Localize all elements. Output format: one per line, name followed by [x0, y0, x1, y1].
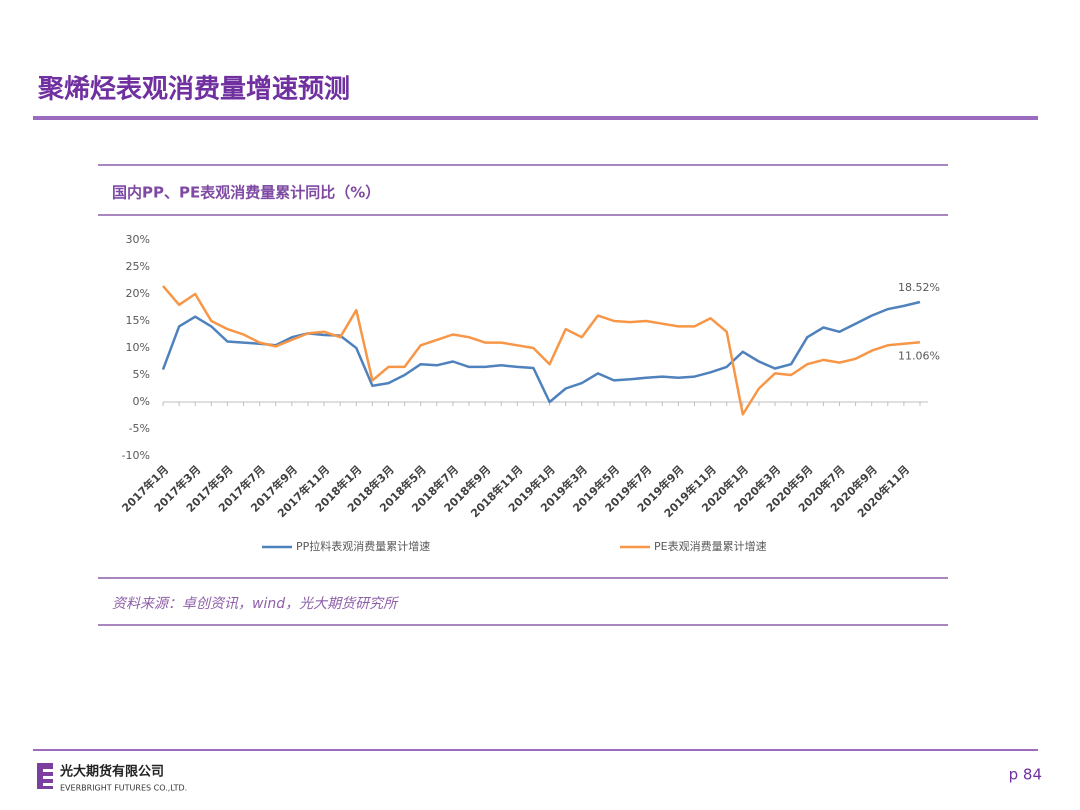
- legend-label: PE表观消费量累计增速: [654, 539, 767, 553]
- series-line: [162, 285, 921, 416]
- page-number: p 84: [1009, 766, 1042, 784]
- y-tick-label: 30%: [126, 233, 150, 246]
- y-tick-label: 20%: [126, 287, 150, 300]
- source-note: 资料来源：卓创资讯，wind，光大期货研究所: [112, 596, 399, 612]
- company-name: 光大期货有限公司: [59, 764, 164, 780]
- y-tick-label: 0%: [133, 395, 150, 408]
- y-tick-label: -5%: [129, 422, 150, 435]
- data-label: 11.06%: [898, 349, 940, 362]
- legend-label: PP拉料表观消费量累计增速: [296, 539, 430, 553]
- chart-title: 国内PP、PE表观消费量累计同比（%）: [112, 184, 380, 202]
- data-label: 18.52%: [898, 281, 940, 294]
- title-rule: [33, 116, 1038, 120]
- logo-mark: [43, 769, 53, 772]
- slide-title: 聚烯烃表观消费量增速预测: [37, 74, 350, 105]
- company-name-en: EVERBRIGHT FUTURES CO.,LTD.: [60, 784, 187, 793]
- y-tick-label: -10%: [122, 449, 150, 462]
- y-tick-label: 10%: [126, 341, 150, 354]
- logo-mark: [43, 776, 53, 779]
- y-tick-label: 5%: [133, 368, 150, 381]
- logo-mark: [43, 783, 53, 786]
- series-line: [161, 300, 921, 404]
- y-tick-label: 25%: [126, 260, 150, 273]
- y-tick-label: 15%: [126, 314, 150, 327]
